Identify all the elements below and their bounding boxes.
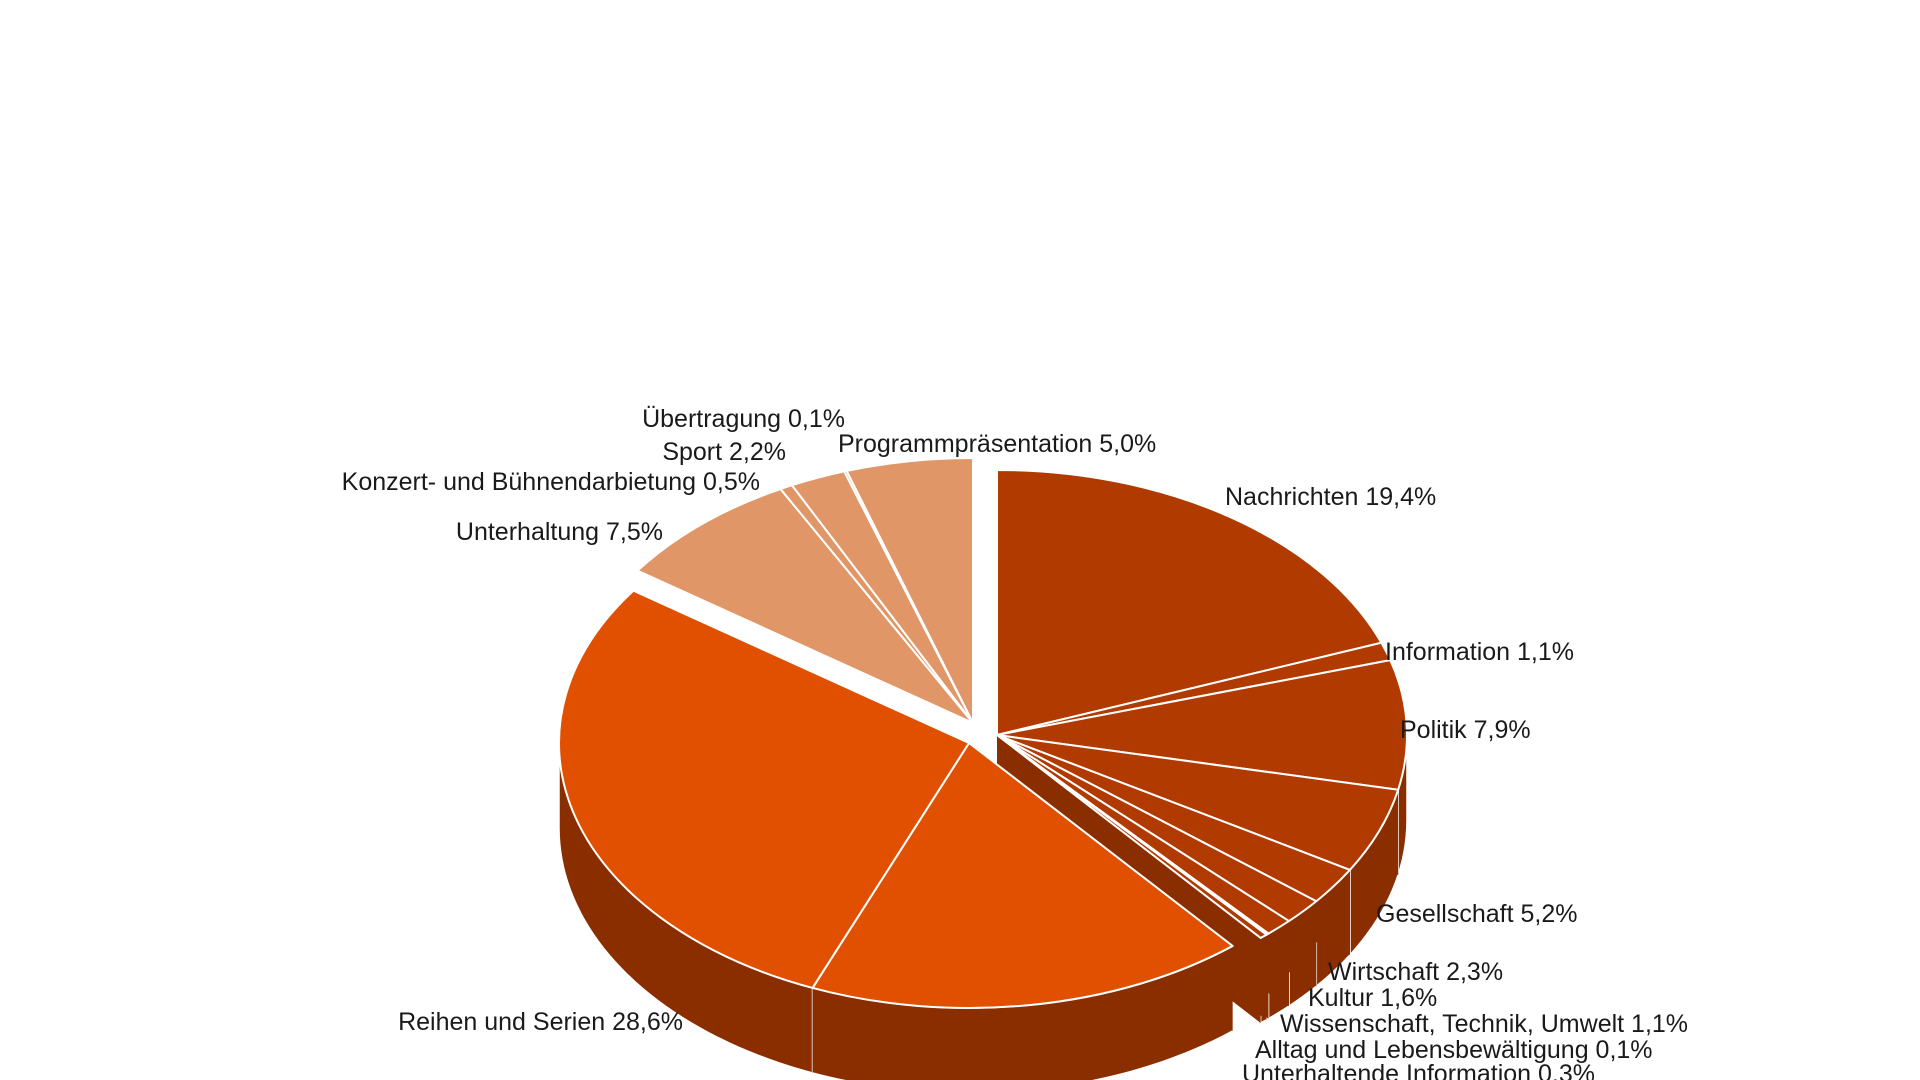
pie-slice-0 <box>996 469 1383 736</box>
slice-label-5: Kultur 1,6% <box>1308 984 1437 1012</box>
pie-labels: Nachrichten 19,4% Information 1,1% Politik… <box>342 405 1688 1080</box>
pie-slice-8 <box>996 734 1268 939</box>
slice-label-7: Alltag und Lebensbewältigung 0,1% <box>1255 1036 1653 1064</box>
pie-tops <box>557 457 1408 1009</box>
slice-label-2: Politik 7,9% <box>1400 716 1531 744</box>
slice-label-3: Gesellschaft 5,2% <box>1376 900 1578 928</box>
pie-slice-2 <box>996 659 1408 791</box>
pie-slice-10 <box>557 589 970 989</box>
slice-label-10: Reihen und Serien 28,6% <box>398 1008 683 1036</box>
slice-label-14: Übertragung 0,1% <box>642 405 845 433</box>
slice-label-13: Sport 2,2% <box>662 438 786 466</box>
slice-label-1: Information 1,1% <box>1385 638 1574 666</box>
slice-label-4: Wirtschaft 2,3% <box>1328 958 1503 986</box>
slice-label-8: Unterhaltende Information 0,3% <box>1242 1060 1595 1080</box>
pie-slice-15 <box>845 457 974 724</box>
pie-slice-11 <box>636 488 974 724</box>
slice-label-15: Programmpräsentation 5,0% <box>838 430 1156 458</box>
slice-label-12: Konzert- und Bühnendarbietung 0,5% <box>342 468 760 496</box>
slice-label-6: Wissenschaft, Technik, Umwelt 1,1% <box>1280 1010 1688 1038</box>
pie-slice-9 <box>811 742 1234 1009</box>
slice-label-11: Unterhaltung 7,5% <box>456 518 663 546</box>
slice-label-0: Nachrichten 19,4% <box>1225 483 1436 511</box>
